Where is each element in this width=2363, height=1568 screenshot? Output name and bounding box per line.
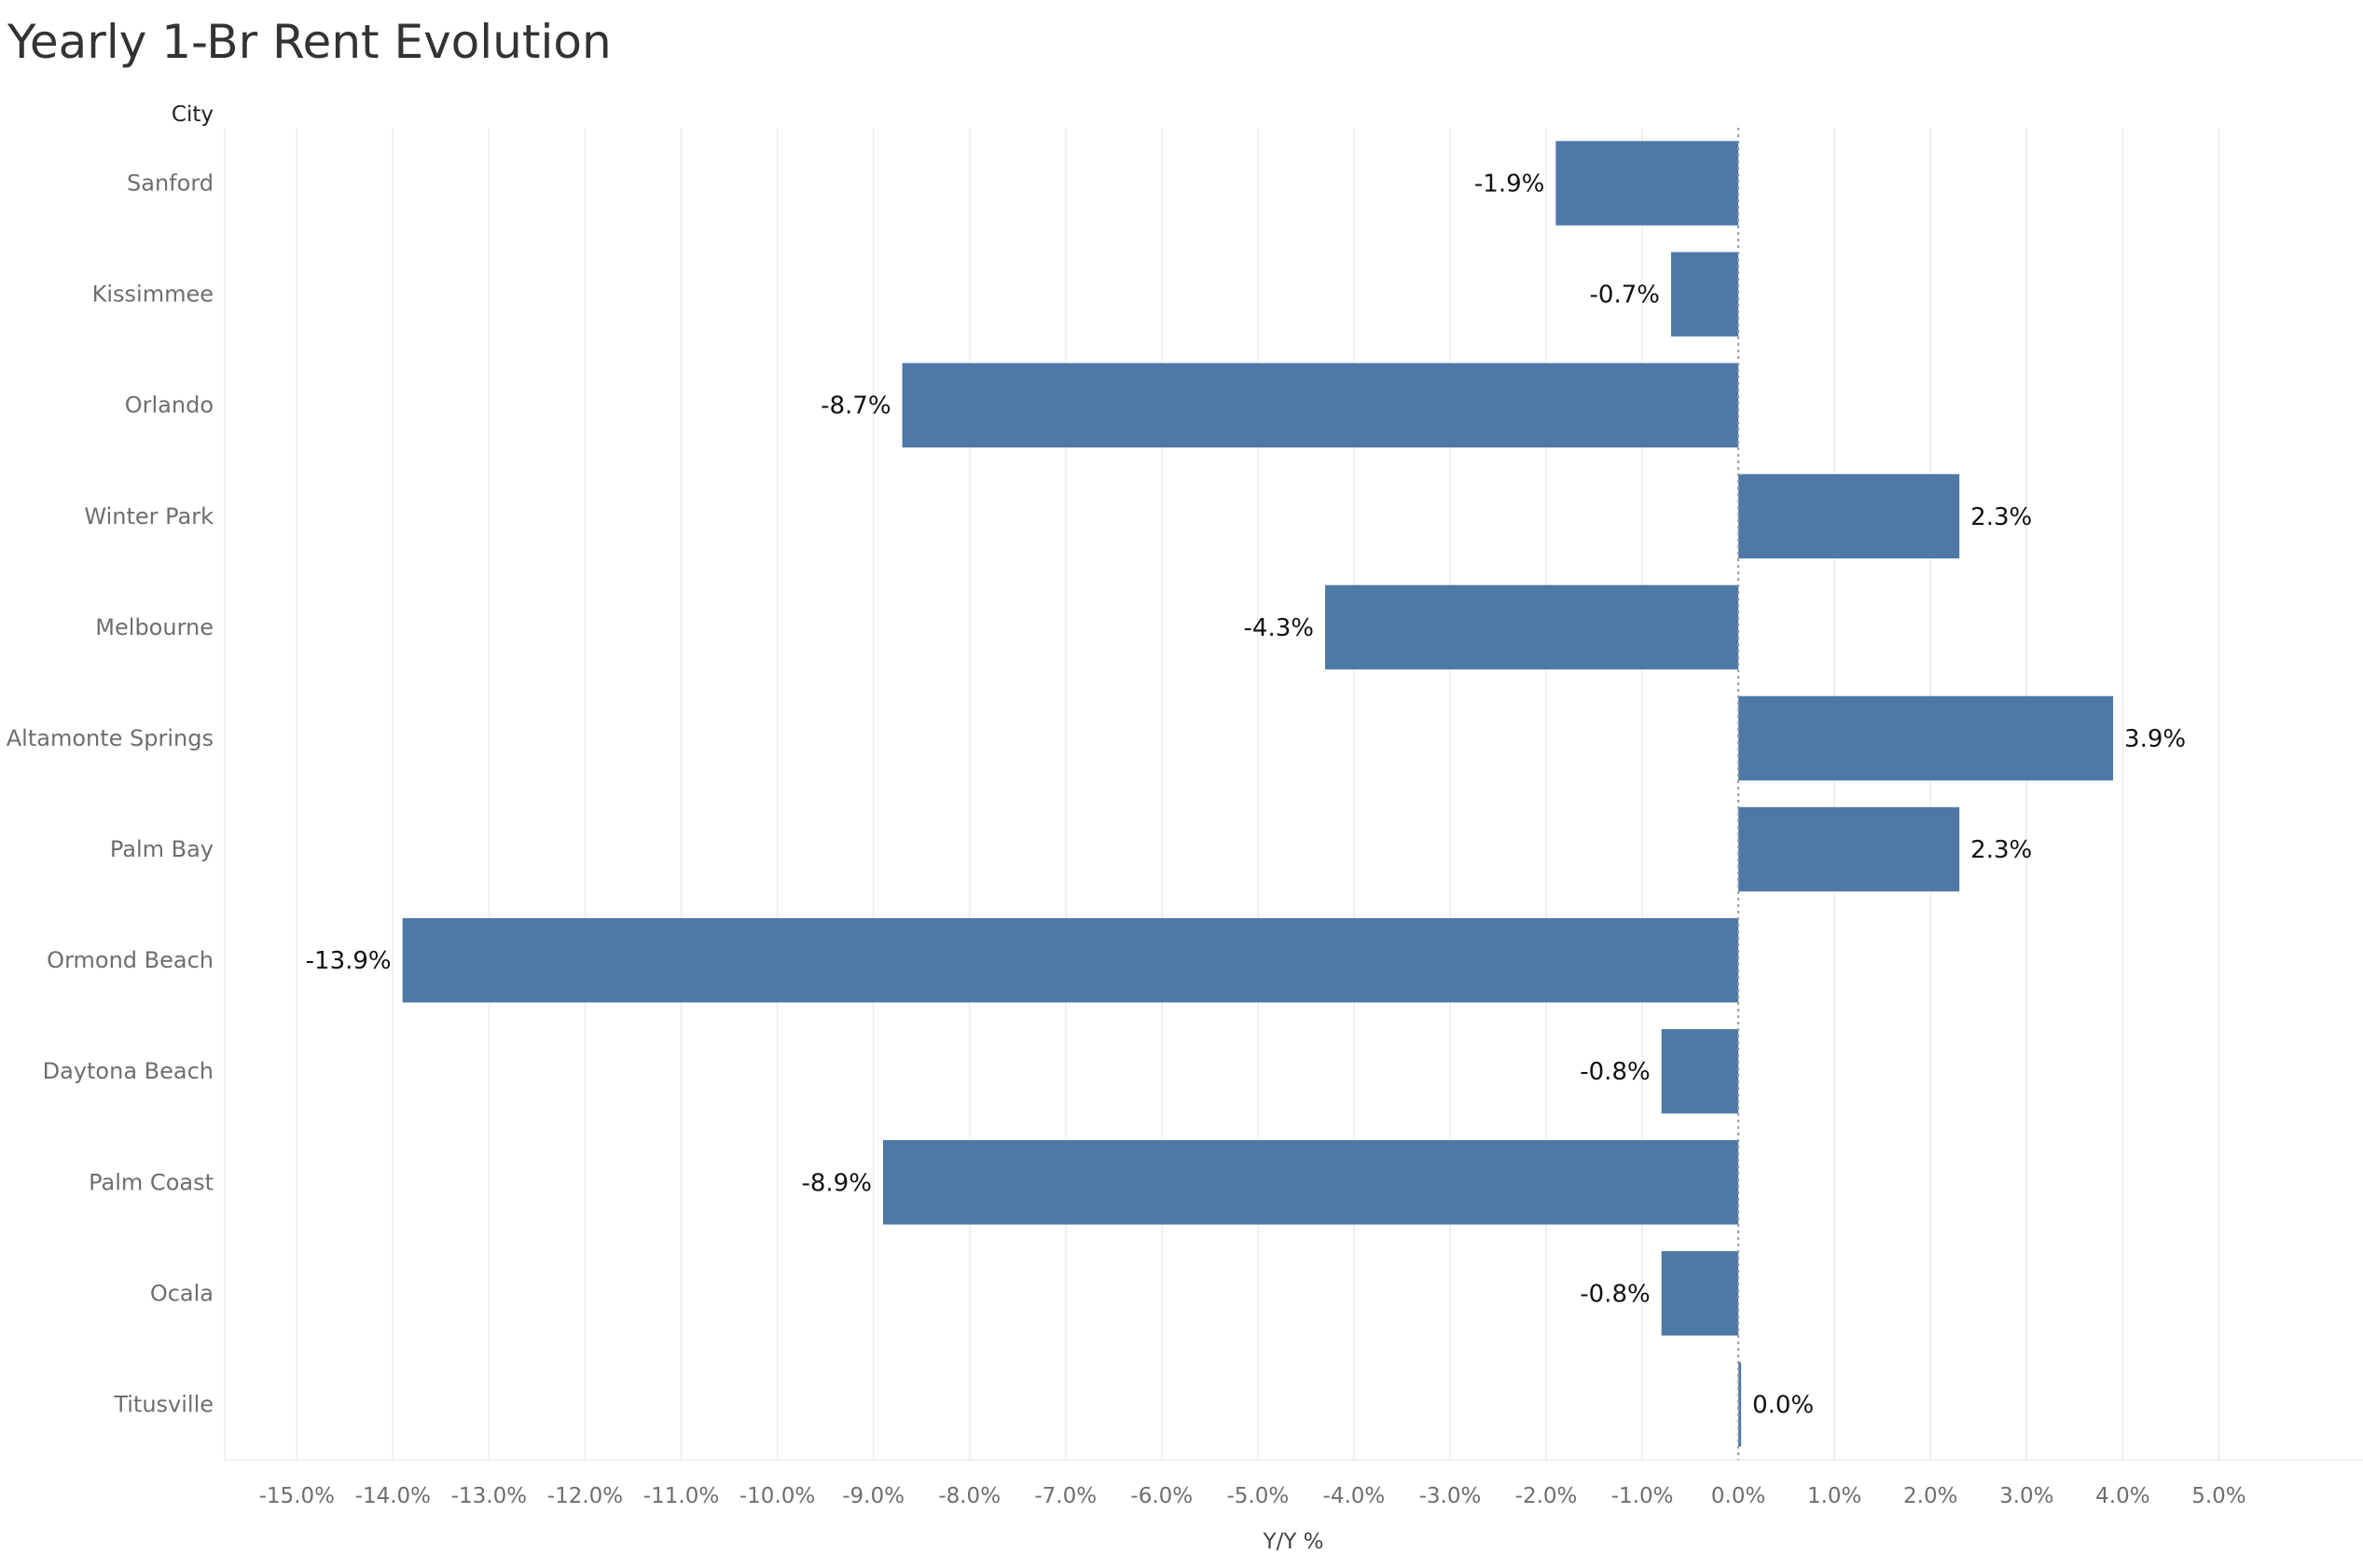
data-label: -13.9% — [306, 947, 392, 975]
x-tick-label: 3.0% — [1999, 1484, 2053, 1508]
x-tick-label: 4.0% — [2095, 1484, 2149, 1508]
data-labels: -1.9% -0.7% -8.7% 2.3% -4.3% 3.9% 2.3% -13.9% -0… — [306, 171, 2186, 1420]
x-tick-label: -2.0% — [1515, 1484, 1578, 1508]
x-tick-label: -14.0% — [355, 1484, 431, 1508]
data-label: 0.0% — [1752, 1391, 1814, 1419]
x-tick-label: -1.0% — [1611, 1484, 1674, 1508]
x-tick-label: 1.0% — [1807, 1484, 1861, 1508]
data-label: 2.3% — [1970, 836, 2032, 864]
data-label: -0.8% — [1580, 1280, 1650, 1308]
bar[interactable] — [1670, 252, 1739, 337]
category-label: Palm Bay — [110, 836, 214, 862]
bar[interactable] — [1661, 1028, 1739, 1114]
data-label: -8.9% — [801, 1169, 871, 1197]
x-tick-label: -8.0% — [938, 1484, 1001, 1508]
bar[interactable] — [1324, 585, 1739, 670]
category-labels: Sanford Kissimmee Orlando Winter Park Melbou… — [7, 171, 214, 1418]
category-label: Daytona Beach — [43, 1058, 214, 1084]
x-tick-label: -10.0% — [739, 1484, 815, 1508]
x-tick-label: 2.0% — [1903, 1484, 1957, 1508]
data-label: -0.8% — [1580, 1058, 1650, 1086]
category-label: Ocala — [150, 1280, 214, 1306]
x-tick-label: 5.0% — [2191, 1484, 2246, 1508]
x-tick-label: -9.0% — [842, 1484, 905, 1508]
bar[interactable] — [1738, 806, 1960, 892]
category-label: Titusville — [113, 1391, 214, 1417]
category-label: Ormond Beach — [47, 947, 214, 973]
bar[interactable] — [1661, 1251, 1739, 1336]
x-tick-label: -7.0% — [1034, 1484, 1097, 1508]
x-tick-label: -6.0% — [1130, 1484, 1193, 1508]
x-tick-label: -15.0% — [259, 1484, 335, 1508]
x-tick-label: -11.0% — [643, 1484, 719, 1508]
chart-title: Yearly 1-Br Rent Evolution — [7, 15, 612, 69]
bar[interactable] — [882, 1140, 1739, 1225]
bar[interactable] — [402, 917, 1739, 1003]
x-tick-label: -12.0% — [547, 1484, 623, 1508]
category-label: Kissimmee — [92, 282, 214, 308]
category-label: Melbourne — [95, 614, 214, 640]
category-label: Sanford — [127, 171, 214, 197]
data-label: -1.9% — [1474, 171, 1544, 199]
category-label: Winter Park — [84, 503, 214, 530]
category-label: Orlando — [125, 392, 214, 419]
category-label: Palm Coast — [89, 1169, 214, 1195]
bars — [402, 141, 2114, 1447]
data-label: -8.7% — [821, 392, 891, 420]
category-label: Altamonte Springs — [7, 725, 214, 751]
x-axis-ticks: -15.0% -14.0% -13.0% -12.0% -11.0% -10.0% -9.0… — [259, 1484, 2246, 1508]
x-tick-label: -13.0% — [451, 1484, 527, 1508]
x-tick-label: -4.0% — [1323, 1484, 1386, 1508]
bar[interactable] — [1738, 695, 2114, 781]
bar[interactable] — [1738, 1362, 1742, 1447]
data-label: 2.3% — [1970, 503, 2032, 531]
x-tick-label: 0.0% — [1711, 1484, 1765, 1508]
x-tick-label: -3.0% — [1419, 1484, 1482, 1508]
category-header: City — [172, 103, 214, 127]
bar[interactable] — [902, 363, 1739, 447]
data-label: -4.3% — [1244, 614, 1314, 642]
data-label: 3.9% — [2124, 725, 2186, 753]
x-tick-label: -5.0% — [1226, 1484, 1289, 1508]
x-axis-title: Y/Y % — [1262, 1530, 1323, 1554]
bar[interactable] — [1555, 141, 1739, 226]
gridlines — [224, 128, 2363, 1461]
data-label: -0.7% — [1590, 282, 1660, 309]
bar[interactable] — [1738, 474, 1960, 559]
